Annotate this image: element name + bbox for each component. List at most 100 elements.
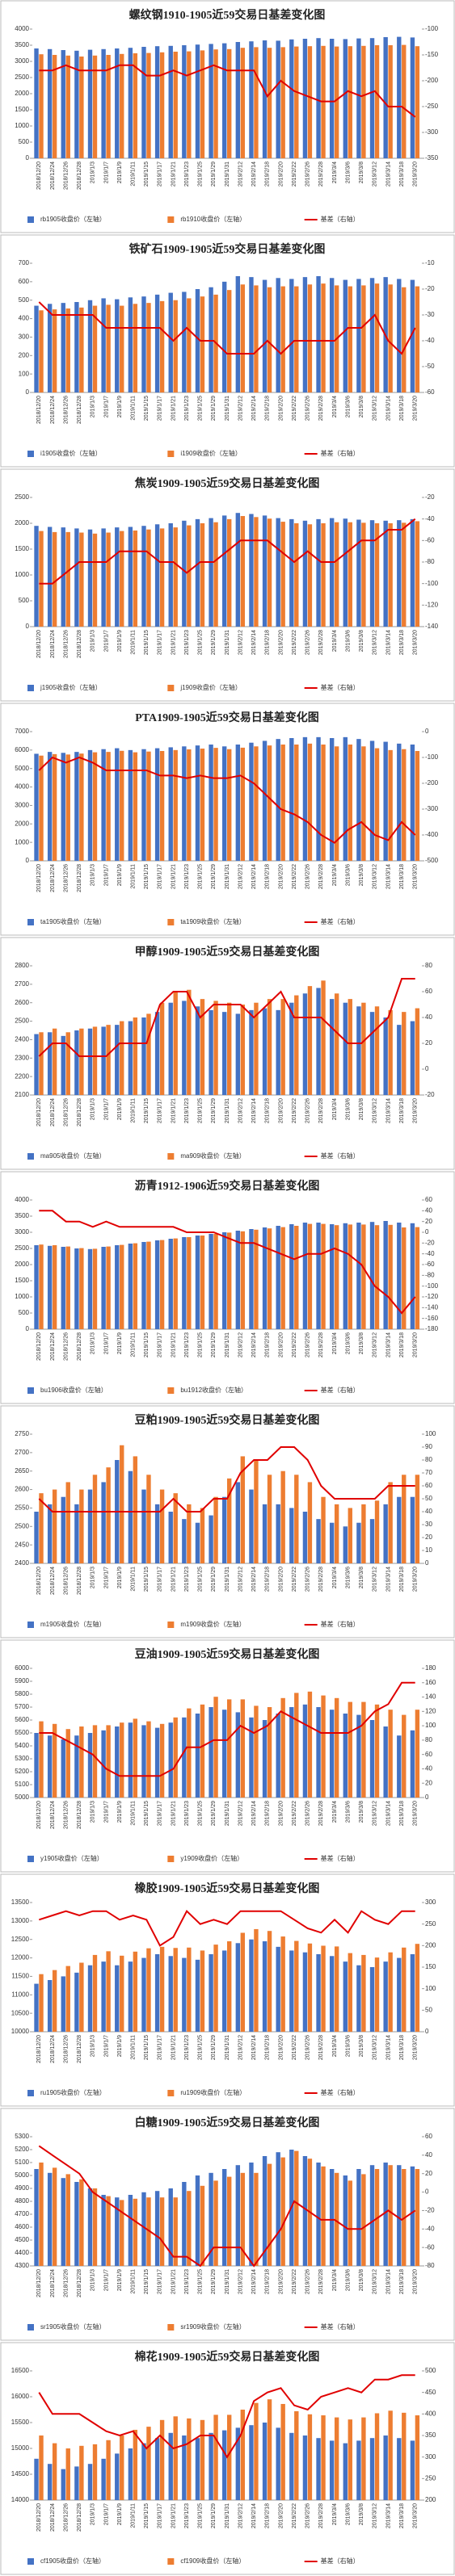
x-tick-label: 2019/1/11 [130,1801,136,1826]
bar [101,1026,106,1095]
x-tick-label: 2019/1/11 [130,1098,136,1123]
x-tick-label: 2019/2/20 [278,864,284,889]
y2-tick-label: -200 [425,77,439,84]
bar [146,2197,151,2266]
x-tick-label: 2019/2/28 [318,1801,324,1826]
legend-label: ta1909收盘价（左轴） [180,917,245,925]
y2-tick-label: 120 [425,1707,436,1714]
bar [128,1471,133,1563]
x-tick-label: 2019/1/7 [103,2269,109,2291]
bar [294,2150,299,2266]
bar [115,527,120,627]
bar [173,992,178,1095]
bar [65,531,70,627]
bar [187,989,192,1095]
y-tick-label: 16500 [11,2367,30,2374]
bar [356,38,361,158]
bar [334,1504,339,1563]
x-tick-label: 2019/3/20 [413,1567,419,1592]
x-tick-label: 2019/3/6 [345,162,351,183]
bar [356,1006,361,1095]
bar [154,2191,160,2266]
bar [240,1231,246,1329]
x-tick-label: 2019/1/21 [171,396,176,421]
chart-panel: 铁矿石1909-1905近59交易日基差变化图 0 100 200 300 400 500 6… [0,234,455,468]
bar [120,2200,124,2266]
x-tick-label: 2019/1/29 [211,630,217,655]
bar [276,278,280,392]
bar [195,1236,200,1329]
x-tick-label: 2019/1/29 [211,2035,217,2060]
y2-tick-label: 50 [425,1495,432,1502]
bar [47,304,53,392]
x-tick-label: 2019/2/14 [251,630,257,655]
bar [280,1471,285,1563]
x-tick-label: 2018/12/26 [63,2269,69,2297]
bar [235,2165,241,2266]
bar [294,1693,299,1798]
chart-panel: 棉花1909-1905近59交易日基差变化图 14000 14500 15000 155… [0,2342,455,2575]
y-tick-label: 5200 [15,1768,29,1775]
bar [128,48,133,159]
bar [276,40,280,159]
bar [262,279,268,392]
bar [383,1726,388,1798]
x-tick-label: 2019/1/23 [184,864,190,889]
bar [173,527,178,627]
bar [276,1504,280,1563]
legend-swatch [167,451,175,457]
y-tick-label: 2500 [15,1017,29,1025]
bar [195,1006,200,1095]
x-tick-label: 2019/3/8 [359,864,364,886]
y-tick-label: 1500 [15,106,29,113]
bar [374,1704,380,1798]
y2-tick-label: -20 [425,285,435,292]
x-tick-label: 2019/1/9 [117,1098,123,1120]
bar [209,1009,213,1095]
bar [294,2410,299,2500]
bar [115,299,120,392]
y2-tick-label: 40 [425,1765,432,1773]
x-tick-label: 2019/1/29 [211,1567,217,1592]
bar [159,52,165,158]
x-tick-label: 2019/1/23 [184,162,190,187]
bar [133,2198,138,2266]
bar [52,2443,57,2500]
bar [120,531,124,627]
bar [235,2427,241,2500]
y2-tick-label: 100 [425,1985,436,1992]
bar [402,44,407,158]
y2-tick-label: -20 [425,493,435,501]
y-tick-label: 5100 [15,2159,29,2166]
bar [356,1522,361,1563]
x-tick-label: 2019/3/8 [359,2503,364,2525]
bar [39,531,44,627]
bar [289,1950,294,2032]
y2-tick-label: 250 [425,1920,436,1928]
x-tick-label: 2019/1/17 [158,2035,163,2060]
bar [213,2180,218,2266]
x-tick-label: 2019/3/8 [359,2035,364,2057]
bar [361,2417,366,2500]
bar [262,740,268,861]
x-tick-label: 2019/2/26 [305,1332,311,1357]
y-tick-label: 2700 [15,980,29,988]
bar [249,1939,254,2032]
x-tick-label: 2018/12/20 [36,630,42,658]
bar [289,2432,294,2500]
bar [369,1967,375,2032]
basis-line [38,978,415,1057]
x-tick-label: 2019/2/18 [265,396,271,421]
x-tick-label: 2018/12/24 [50,162,56,190]
y2-tick-label: -350 [425,154,439,162]
y-tick-label: 3500 [15,1212,29,1219]
x-tick-label: 2019/1/17 [158,1567,163,1592]
x-tick-label: 2019/2/20 [278,396,284,421]
bar [168,2188,173,2266]
bar [334,2172,339,2266]
bar [410,1223,415,1329]
bar [329,518,335,627]
y2-tick-label: 60 [425,988,432,995]
x-tick-label: 2019/1/21 [171,162,176,187]
bar [397,1496,402,1563]
